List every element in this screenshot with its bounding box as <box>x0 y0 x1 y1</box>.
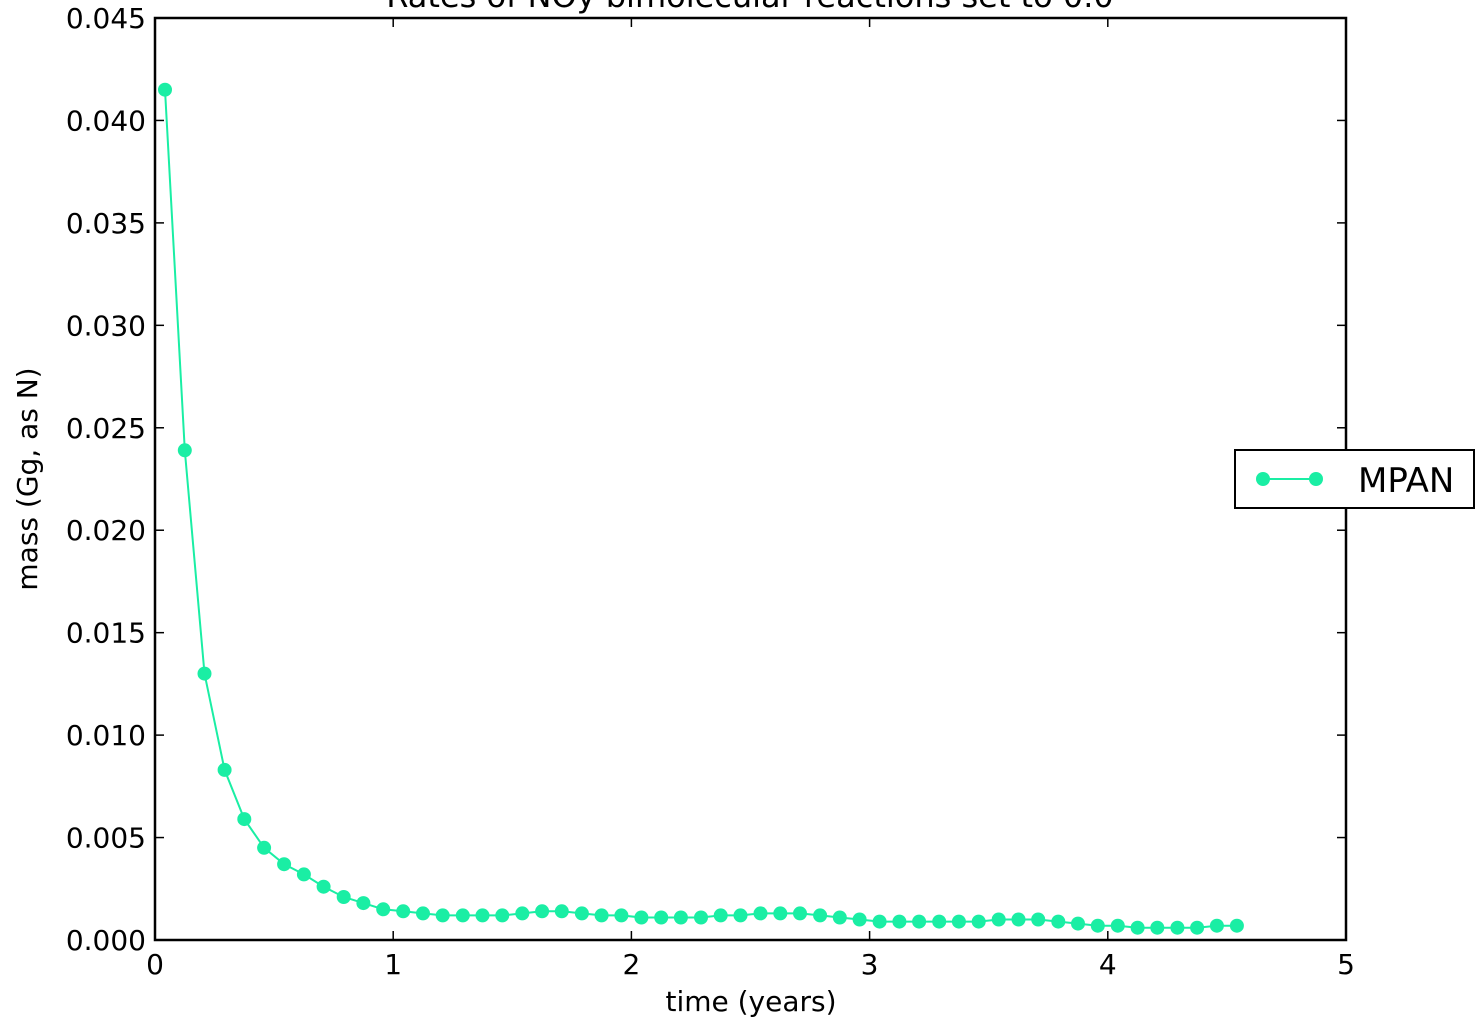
data-point <box>694 910 708 925</box>
y-tick-label: 0.025 <box>66 412 146 445</box>
data-point <box>1150 920 1165 935</box>
data-point <box>594 908 609 923</box>
data-point <box>475 908 490 923</box>
data-point <box>813 908 828 923</box>
data-point <box>495 908 510 923</box>
data-point <box>673 910 688 925</box>
data-point <box>1110 918 1125 933</box>
y-tick-label: 0.020 <box>66 514 146 547</box>
series-line-mpan <box>164 89 1237 929</box>
plot-frame <box>153 16 1348 942</box>
legend-label-mpan: MPAN <box>1358 461 1454 501</box>
data-point <box>1209 918 1224 933</box>
data-point <box>217 762 232 777</box>
data-point <box>1190 920 1205 935</box>
y-tick-label: 0.005 <box>66 822 146 855</box>
data-point <box>554 904 569 919</box>
data-point <box>316 879 331 894</box>
x-tick-label: 3 <box>861 948 879 981</box>
y-tick-label: 0.040 <box>66 104 146 137</box>
x-axis: 0 1 2 3 4 5 <box>146 18 1355 981</box>
data-point <box>793 906 807 921</box>
data-point <box>158 82 172 97</box>
data-point <box>237 812 252 827</box>
data-point <box>1071 916 1085 931</box>
data-point <box>872 914 887 929</box>
data-point <box>991 912 1006 927</box>
data-point <box>1011 912 1026 927</box>
data-point <box>296 867 311 882</box>
y-tick-label: 0.015 <box>66 617 146 650</box>
chart-title: Rates of NOy bimolecular reactions set t… <box>386 0 1113 15</box>
y-tick-label: 0.000 <box>66 924 146 957</box>
data-point <box>257 840 272 855</box>
data-point <box>177 443 192 458</box>
data-point <box>1130 920 1145 935</box>
data-point <box>277 857 292 872</box>
data-point <box>1090 918 1105 933</box>
data-point <box>1170 920 1185 935</box>
x-axis-label: time (years) <box>665 985 836 1018</box>
data-point <box>336 890 351 904</box>
data-point <box>376 902 391 917</box>
x-tick-label: 1 <box>384 948 402 981</box>
data-point <box>515 906 530 921</box>
data-point <box>356 896 371 911</box>
x-tick-label: 5 <box>1337 948 1355 981</box>
data-point <box>455 908 470 923</box>
data-point <box>634 910 649 925</box>
data-point <box>396 904 411 919</box>
data-point <box>1229 918 1244 933</box>
legend-marker <box>1309 472 1323 486</box>
y-tick-label: 0.045 <box>66 2 146 35</box>
data-point <box>773 906 788 921</box>
legend-marker <box>1256 472 1270 486</box>
data-point <box>1031 912 1046 927</box>
data-point <box>416 906 430 921</box>
plot-area <box>158 82 1244 935</box>
data-point <box>951 914 966 929</box>
data-point <box>654 910 669 925</box>
data-point <box>733 908 748 923</box>
y-tick-label: 0.010 <box>66 719 146 752</box>
data-point <box>574 906 589 921</box>
data-point <box>713 908 728 923</box>
data-point <box>435 908 450 923</box>
legend: MPAN <box>1234 449 1475 509</box>
x-tick-label: 2 <box>622 948 640 981</box>
data-point <box>932 914 947 929</box>
data-point <box>753 906 768 921</box>
data-point <box>852 912 867 927</box>
y-tick-label: 0.030 <box>66 309 146 342</box>
y-axis: 0.000 0.005 0.010 0.015 0.020 0.025 0.030 0.035… <box>66 2 1346 957</box>
x-tick-label: 0 <box>146 948 164 981</box>
y-tick-label: 0.035 <box>66 207 146 240</box>
data-point <box>971 914 986 929</box>
data-point <box>832 910 847 925</box>
data-point <box>614 908 629 923</box>
data-point <box>197 666 212 681</box>
y-axis-label: mass (Gg, as N) <box>11 367 44 590</box>
data-point <box>892 914 907 929</box>
data-point <box>912 914 927 929</box>
data-point <box>1051 914 1066 929</box>
data-point <box>535 904 550 919</box>
x-tick-label: 4 <box>1099 948 1117 981</box>
